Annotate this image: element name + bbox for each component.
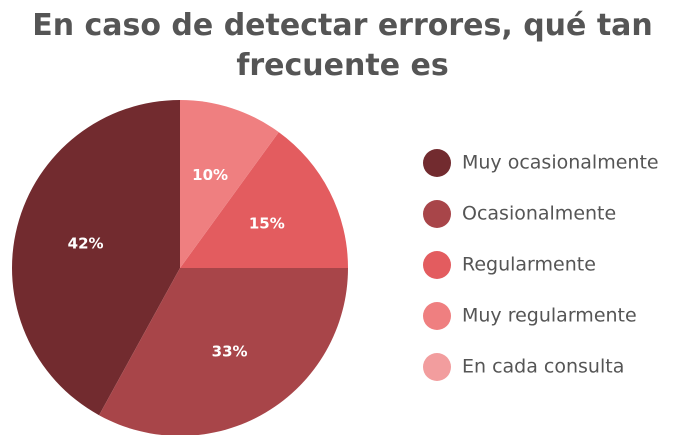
legend-label: Regularmente <box>462 254 596 276</box>
chart-title: En caso de detectar errores, qué tan fre… <box>32 8 653 83</box>
legend-swatch <box>423 302 451 330</box>
pie-slice <box>180 100 279 268</box>
legend-swatch <box>423 353 451 381</box>
legend-swatch <box>423 200 451 228</box>
data-label: 33% <box>212 342 248 360</box>
legend-label: Muy regularmente <box>462 305 637 327</box>
data-label: 10% <box>192 166 228 184</box>
pie-slice <box>11 100 181 416</box>
pie-slice <box>99 268 348 435</box>
data-label: 15% <box>249 214 285 232</box>
pie-slice <box>180 132 348 268</box>
legend-label: Ocasionalmente <box>462 203 616 225</box>
data-label: 42% <box>68 234 104 252</box>
legend-swatch <box>423 149 451 177</box>
legend-label: Muy ocasionalmente <box>462 152 659 174</box>
legend-swatch <box>423 251 451 279</box>
legend-label: En cada consulta <box>462 356 624 378</box>
